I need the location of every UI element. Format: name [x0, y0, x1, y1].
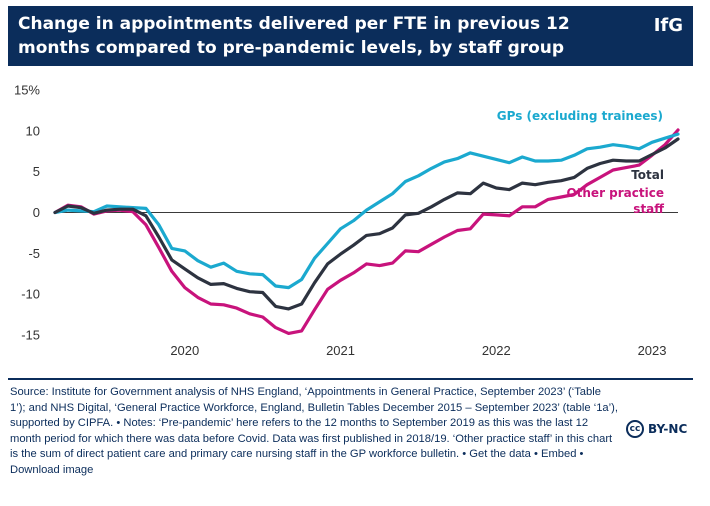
series-line	[53, 128, 680, 335]
y-axis: 15% 10 5 0 -5 -10 -15	[14, 83, 40, 343]
series-label: staff	[633, 202, 664, 216]
x-axis: 2020 2021 2022 2023	[170, 343, 666, 358]
series-group	[53, 128, 680, 335]
y-tick-label: -5	[28, 246, 40, 261]
series-line	[53, 137, 680, 311]
series-label: Other practice	[566, 186, 664, 200]
y-tick-label: -10	[21, 287, 40, 302]
x-tick-label: 2022	[482, 343, 511, 358]
license-badge[interactable]: cc BY-NC	[626, 420, 687, 438]
x-tick-label: 2021	[326, 343, 355, 358]
y-tick-label: 0	[33, 205, 40, 220]
footer-divider	[8, 378, 693, 380]
y-tick-label: -15	[21, 328, 40, 343]
y-tick-label: 10	[26, 123, 40, 138]
x-tick-label: 2023	[638, 343, 667, 358]
x-tick-label: 2020	[170, 343, 199, 358]
chart-header: Change in appointments delivered per FTE…	[8, 6, 693, 66]
cc-icon: cc	[626, 420, 644, 438]
chart-title: Change in appointments delivered per FTE…	[18, 14, 570, 58]
y-tick-label: 15%	[14, 83, 40, 98]
brand-logo: IfG	[653, 15, 683, 36]
series-labels: GPs (excluding trainees) Total Other pract…	[497, 109, 664, 216]
series-line	[53, 132, 680, 290]
series-label: GPs (excluding trainees)	[497, 109, 663, 123]
series-label: Total	[631, 168, 664, 182]
line-chart: 15% 10 5 0 -5 -10 -15 2020 2021 2022 2023 GPs (ex…	[14, 83, 680, 358]
license-label: BY-NC	[648, 422, 688, 436]
y-tick-label: 5	[33, 164, 40, 179]
source-notes: Source: Institute for Government analysi…	[10, 386, 618, 476]
